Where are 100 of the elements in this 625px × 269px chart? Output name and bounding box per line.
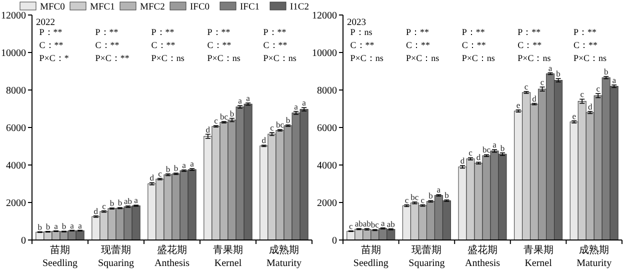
x-tick-label: 苗期 Seedling [42, 244, 78, 269]
annotation: P：ns [350, 27, 373, 37]
data-label: c [540, 77, 544, 87]
annotation: P：** [406, 27, 430, 37]
annotation: C：** [518, 40, 542, 50]
x-tick-label: 现蕾期 Squaring [98, 244, 134, 269]
annotation: P：** [95, 27, 119, 37]
y-tick-label: 8000 [6, 86, 26, 96]
data-label: ab [362, 218, 371, 229]
annotation: P：** [573, 27, 597, 37]
y-tick-label: 2000 [6, 198, 26, 209]
y-tick-label: 2000 [317, 198, 337, 209]
data-label: b [428, 190, 433, 201]
data-label: d [150, 172, 155, 183]
annotation: 2023 [347, 18, 366, 28]
legend-label: IFC1 [240, 2, 260, 12]
legend-label: IFC0 [190, 2, 210, 12]
data-label: b [286, 114, 290, 125]
data-label: b [38, 222, 42, 232]
legend-label: MFC0 [40, 2, 66, 12]
x-tick-label: 成熟期 Maturity [576, 244, 612, 269]
y-tick-label: 12000 [1, 10, 26, 22]
data-label: a [548, 62, 552, 73]
x-tick-label: 苗期 Seedling [353, 244, 388, 269]
y-tick-label: 12000 [312, 10, 337, 22]
data-label: d [94, 206, 99, 216]
annotation: P×C：ns [573, 53, 608, 63]
annotation: P×C：** [95, 53, 130, 63]
data-label: b [46, 221, 50, 232]
data-label: b [62, 221, 66, 232]
annotation: C：** [406, 40, 431, 50]
x-tick-label: 青果期 Kernel [523, 244, 554, 269]
data-label: c [468, 148, 473, 158]
x-tick-label: 青果期 Kernel [213, 244, 243, 269]
data-label: e [572, 110, 576, 121]
annotation: P：** [263, 27, 287, 37]
data-label: a [134, 195, 138, 206]
data-label: c [102, 200, 106, 211]
x-tick-label: 盛花期 Anthesis [465, 244, 500, 269]
legend-label: MFC1 [90, 2, 116, 12]
y-tick-label: 6000 [317, 123, 337, 134]
data-label: b [556, 68, 560, 79]
x-tick-label: 盛花期 Anthesis [154, 244, 190, 269]
data-label: b [174, 163, 178, 174]
data-label: c [349, 220, 354, 231]
data-label: b [444, 190, 449, 200]
annotation: P×C：ns [263, 53, 297, 63]
data-label: a [381, 218, 386, 228]
data-label: b [500, 142, 505, 153]
data-label: d [588, 101, 593, 112]
data-label: bc [410, 192, 419, 202]
data-label: c [270, 122, 274, 133]
data-label: b [118, 198, 122, 208]
legend-label: I1C2 [290, 2, 310, 12]
y-tick-label: 6000 [6, 123, 26, 134]
annotation: C：** [207, 40, 232, 50]
data-label: c [524, 82, 528, 92]
data-label: d [476, 152, 482, 162]
annotation: P×C：ns [151, 53, 185, 63]
annotation: C：** [462, 40, 486, 50]
data-label: bc [482, 144, 491, 155]
data-label: c [580, 89, 584, 100]
data-label: b [604, 66, 608, 76]
annotation: C：** [573, 40, 598, 50]
data-label: c [420, 194, 425, 205]
annotation: P：** [151, 27, 175, 37]
annotation: C：** [151, 40, 176, 50]
annotation: P×C：ns [462, 53, 496, 63]
data-label: a [612, 74, 616, 85]
annotation: P×C：ns [350, 53, 384, 63]
annotation: P×C：ns [207, 53, 241, 63]
data-label: d [532, 93, 538, 104]
y-tick-label: 10000 [1, 48, 26, 59]
data-label: bc [220, 112, 228, 122]
data-label: c [596, 84, 600, 94]
data-label: a [492, 140, 497, 150]
annotation: 2022 [36, 18, 56, 28]
annotation: P：** [207, 27, 231, 37]
annotation: P×C：ns [406, 53, 440, 63]
data-label: a [436, 184, 441, 195]
data-label: b [110, 198, 114, 208]
y-tick-label: 4000 [317, 160, 337, 172]
y-tick-label: 10000 [312, 48, 337, 59]
data-label: c [158, 168, 162, 178]
data-label: d [206, 124, 211, 134]
data-label: c [404, 194, 409, 205]
data-label: ab [354, 218, 363, 229]
data-label: a [246, 92, 250, 103]
data-label: a [54, 220, 58, 231]
data-label: b [230, 108, 234, 118]
data-label: ab [386, 218, 395, 229]
data-label: bc [370, 220, 380, 230]
data-label: d [460, 156, 466, 166]
annotation: C：** [263, 40, 288, 50]
data-label: a [182, 160, 186, 170]
data-label: a [294, 101, 298, 112]
data-label: ab [124, 196, 132, 206]
annotation: C：** [350, 40, 375, 50]
annotation: P：** [39, 27, 63, 37]
legend-label: MFC2 [140, 2, 166, 12]
